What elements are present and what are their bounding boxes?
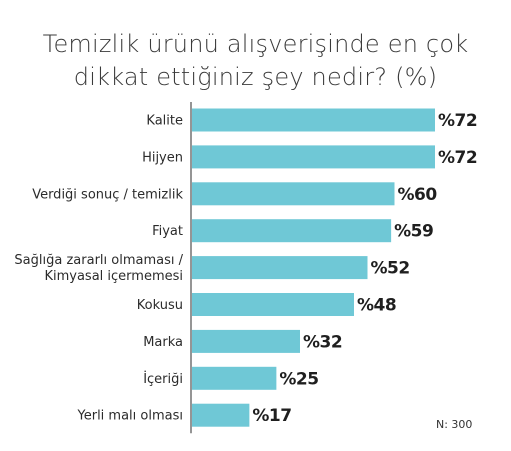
bar — [192, 108, 435, 132]
category-label: Kokusu — [137, 298, 183, 313]
category-label: Hijyen — [142, 150, 183, 165]
bar — [192, 293, 354, 316]
bar — [192, 145, 435, 169]
chart-title-line-1: Temizlik ürünü alışverişinde en çok — [42, 30, 469, 58]
bar — [192, 366, 277, 390]
category-label: Yerli malı olması — [77, 409, 183, 424]
category-label: Fiyat — [152, 224, 183, 239]
bar — [192, 329, 300, 353]
bar-value-label: %60 — [398, 185, 438, 205]
category-label: Sağlığa zararlı olmaması / Kimyasal içerm… — [14, 253, 183, 284]
category-label: Verdiği sonuç / temizlik — [32, 187, 183, 202]
bar-value-label: %25 — [279, 369, 318, 389]
chart-title-line-2: dikkat ettiğiniz şey nedir? (%) — [73, 63, 438, 91]
category-label: Marka — [143, 335, 183, 350]
sample-size-note: N: 300 — [436, 418, 473, 431]
category-label: İçeriği — [143, 371, 183, 387]
chart-title: Temizlik ürünü alışverişinde en çok dikk… — [0, 28, 511, 94]
bar-value-label: %32 — [303, 332, 342, 352]
bar-value-label: %59 — [394, 222, 433, 242]
bar-value-label: %48 — [357, 296, 396, 316]
category-label: Kalite — [146, 114, 183, 129]
bar — [192, 256, 368, 280]
bar-value-label: %52 — [371, 259, 410, 279]
bar-value-label: %72 — [438, 148, 477, 168]
bar-value-label: %17 — [252, 406, 291, 426]
bar — [192, 219, 392, 243]
bar — [192, 182, 395, 206]
bar-value-label: %72 — [438, 111, 477, 131]
bar — [192, 403, 250, 427]
